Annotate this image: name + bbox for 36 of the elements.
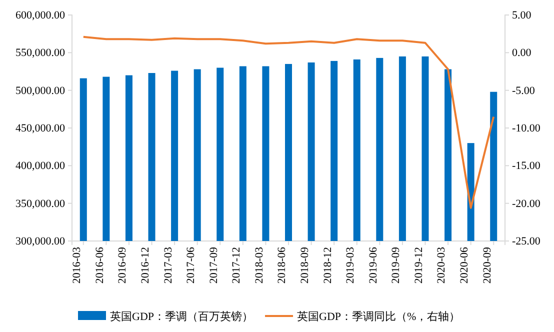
y-tick-label: 400,000.00 [16,160,66,172]
x-tick-label: 2019-09 [390,246,402,284]
y2-tick-label: 5.00 [512,10,532,22]
y-tick-label: 450,000.00 [16,122,66,135]
x-tick-label: 2017-06 [185,246,198,284]
x-tick-label: 2017-03 [162,246,174,284]
x-tick-label: 2018-12 [322,247,334,284]
y2-tick-label: -5.00 [512,84,536,97]
y-tick-label: 550,000.00 [16,47,66,60]
y2-tick-label: -10.00 [512,122,541,135]
x-tick-label: 2020-09 [481,246,494,284]
y-tick-label: 300,000.00 [16,236,66,248]
x-tick-label: 2020-03 [436,246,448,284]
y2-tick-label: -25.00 [512,236,541,248]
legend-label: 英国GDP：季调（百万英镑） [110,310,254,323]
x-tick-label: 2019-06 [367,246,380,284]
x-tick-label: 2020-06 [458,246,471,284]
x-tick-label: 2016-09 [116,246,129,284]
legend-label: 英国GDP：季调同比（%，右轴） [297,310,460,323]
x-tick-label: 2018-03 [253,246,266,284]
y-tick-label: 500,000.00 [16,84,66,97]
y2-tick-label: 0.00 [512,47,532,60]
y-tick-label: 350,000.00 [16,198,66,210]
x-tick-label: 2017-09 [208,246,220,284]
y2-tick-label: -15.00 [512,160,541,172]
y2-tick-label: -20.00 [512,198,541,210]
x-tick-label: 2017-12 [230,247,243,284]
x-tick-label: 2018-06 [276,246,288,284]
x-tick-label: 2019-03 [344,246,357,284]
line-series [82,36,495,209]
x-tick-label: 2019-12 [412,247,425,284]
y-tick-label: 600,000.00 [16,10,66,22]
x-tick-label: 2018-09 [298,246,311,284]
x-tick-label: 2016-12 [139,247,152,284]
x-tick-label: 2016-06 [94,246,106,284]
x-tick-label: 2016-03 [71,246,84,284]
